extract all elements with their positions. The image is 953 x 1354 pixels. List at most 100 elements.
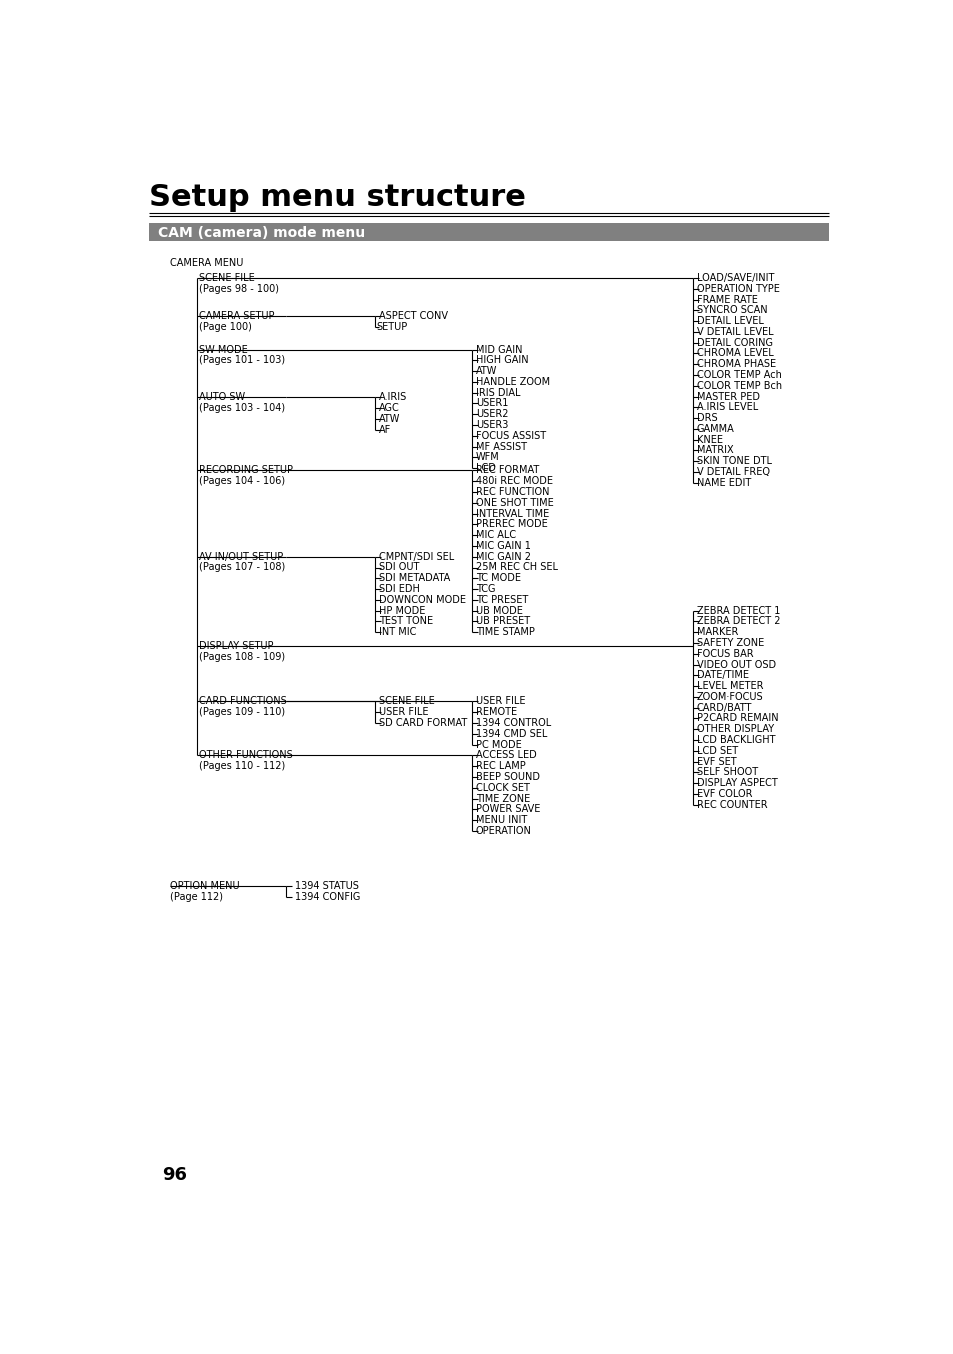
FancyBboxPatch shape [149, 222, 828, 241]
Text: AV IN/OUT SETUP: AV IN/OUT SETUP [199, 551, 283, 562]
Text: OTHER FUNCTIONS: OTHER FUNCTIONS [199, 750, 293, 761]
Text: MARKER: MARKER [696, 627, 738, 638]
Text: DETAIL LEVEL: DETAIL LEVEL [696, 315, 762, 326]
Text: (Pages 109 - 110): (Pages 109 - 110) [199, 707, 285, 718]
Text: DETAIL CORING: DETAIL CORING [696, 337, 772, 348]
Text: OPERATION TYPE: OPERATION TYPE [696, 284, 779, 294]
Text: USER1: USER1 [476, 398, 508, 409]
Text: 1394 STATUS: 1394 STATUS [294, 881, 358, 891]
Text: 25M REC CH SEL: 25M REC CH SEL [476, 562, 558, 573]
Text: GAMMA: GAMMA [696, 424, 734, 433]
Text: INTERVAL TIME: INTERVAL TIME [476, 509, 548, 519]
Text: SYNCRO SCAN: SYNCRO SCAN [696, 305, 766, 315]
Text: HP MODE: HP MODE [378, 605, 425, 616]
Text: OTHER DISPLAY: OTHER DISPLAY [696, 724, 773, 734]
Text: LCD BACKLIGHT: LCD BACKLIGHT [696, 735, 774, 745]
Text: SETUP: SETUP [376, 322, 407, 332]
Text: USER FILE: USER FILE [476, 696, 525, 707]
Text: TCG: TCG [476, 584, 495, 594]
Text: INT MIC: INT MIC [378, 627, 416, 638]
Text: P2CARD REMAIN: P2CARD REMAIN [696, 714, 778, 723]
Text: PC MODE: PC MODE [476, 739, 521, 750]
Text: ZEBRA DETECT 1: ZEBRA DETECT 1 [696, 605, 780, 616]
Text: AUTO SW: AUTO SW [199, 393, 245, 402]
Text: CLOCK SET: CLOCK SET [476, 783, 529, 792]
Text: (Page 100): (Page 100) [199, 322, 252, 332]
Text: ASPECT CONV: ASPECT CONV [378, 311, 447, 321]
Text: SW MODE: SW MODE [199, 344, 248, 355]
Text: REC LAMP: REC LAMP [476, 761, 525, 772]
Text: TC MODE: TC MODE [476, 573, 520, 584]
Text: SDI METADATA: SDI METADATA [378, 573, 450, 584]
Text: MIC GAIN 1: MIC GAIN 1 [476, 542, 530, 551]
Text: EVF SET: EVF SET [696, 757, 736, 766]
Text: (Pages 101 - 103): (Pages 101 - 103) [199, 355, 285, 366]
Text: CARD FUNCTIONS: CARD FUNCTIONS [199, 696, 287, 707]
Text: RECORDING SETUP: RECORDING SETUP [199, 466, 293, 475]
Text: CHROMA PHASE: CHROMA PHASE [696, 359, 775, 370]
Text: MIC GAIN 2: MIC GAIN 2 [476, 551, 530, 562]
Text: TIME STAMP: TIME STAMP [476, 627, 534, 638]
Text: ONE SHOT TIME: ONE SHOT TIME [476, 498, 553, 508]
Text: REC COUNTER: REC COUNTER [696, 800, 766, 810]
Text: USER FILE: USER FILE [378, 707, 428, 718]
Text: CARD/BATT: CARD/BATT [696, 703, 751, 712]
Text: DOWNCON MODE: DOWNCON MODE [378, 594, 465, 605]
Text: VIDEO OUT OSD: VIDEO OUT OSD [696, 659, 775, 669]
Text: Setup menu structure: Setup menu structure [149, 183, 525, 211]
Text: BEEP SOUND: BEEP SOUND [476, 772, 539, 783]
Text: SAFETY ZONE: SAFETY ZONE [696, 638, 763, 649]
Text: LOAD/SAVE/INIT: LOAD/SAVE/INIT [696, 274, 773, 283]
Text: CMPNT/SDI SEL: CMPNT/SDI SEL [378, 551, 454, 562]
Text: NAME EDIT: NAME EDIT [696, 478, 750, 487]
Text: HIGH GAIN: HIGH GAIN [476, 355, 528, 366]
Text: 480i REC MODE: 480i REC MODE [476, 477, 552, 486]
Text: UB PRESET: UB PRESET [476, 616, 529, 627]
Text: 1394 CONFIG: 1394 CONFIG [294, 892, 360, 902]
Text: ATW: ATW [378, 414, 400, 424]
Text: 1394 CONTROL: 1394 CONTROL [476, 718, 551, 728]
Text: MID GAIN: MID GAIN [476, 344, 521, 355]
Text: (Page 112): (Page 112) [170, 892, 222, 902]
Text: TEST TONE: TEST TONE [378, 616, 433, 627]
Text: SDI OUT: SDI OUT [378, 562, 418, 573]
Text: CAM (camera) mode menu: CAM (camera) mode menu [158, 226, 365, 240]
Text: PREREC MODE: PREREC MODE [476, 520, 547, 529]
Text: 1394 CMD SEL: 1394 CMD SEL [476, 728, 547, 739]
Text: 96: 96 [162, 1166, 187, 1183]
Text: AF: AF [378, 425, 391, 435]
Text: SDI EDH: SDI EDH [378, 584, 419, 594]
Text: REC FUNCTION: REC FUNCTION [476, 487, 549, 497]
Text: CHROMA LEVEL: CHROMA LEVEL [696, 348, 773, 359]
Text: LEVEL METER: LEVEL METER [696, 681, 762, 691]
Text: FOCUS BAR: FOCUS BAR [696, 649, 753, 659]
Text: AGC: AGC [378, 403, 399, 413]
Text: UB MODE: UB MODE [476, 605, 522, 616]
Text: MASTER PED: MASTER PED [696, 391, 759, 402]
Text: SCENE FILE: SCENE FILE [199, 274, 254, 283]
Text: COLOR TEMP Bch: COLOR TEMP Bch [696, 380, 781, 391]
Text: DISPLAY SETUP: DISPLAY SETUP [199, 640, 274, 651]
Text: LCD SET: LCD SET [696, 746, 737, 756]
Text: (Pages 108 - 109): (Pages 108 - 109) [199, 651, 285, 662]
Text: FRAME RATE: FRAME RATE [696, 295, 757, 305]
Text: (Pages 110 - 112): (Pages 110 - 112) [199, 761, 285, 772]
Text: DISPLAY ASPECT: DISPLAY ASPECT [696, 779, 777, 788]
Text: SELF SHOOT: SELF SHOOT [696, 768, 757, 777]
Text: COLOR TEMP Ach: COLOR TEMP Ach [696, 370, 781, 380]
Text: DATE/TIME: DATE/TIME [696, 670, 748, 680]
Text: ZEBRA DETECT 2: ZEBRA DETECT 2 [696, 616, 780, 627]
Text: (Pages 98 - 100): (Pages 98 - 100) [199, 284, 279, 294]
Text: WFM: WFM [476, 452, 499, 462]
Text: A.IRIS LEVEL: A.IRIS LEVEL [696, 402, 757, 413]
Text: IRIS DIAL: IRIS DIAL [476, 387, 519, 398]
Text: SKIN TONE DTL: SKIN TONE DTL [696, 456, 771, 466]
Text: (Pages 107 - 108): (Pages 107 - 108) [199, 562, 285, 573]
Text: ACCESS LED: ACCESS LED [476, 750, 536, 761]
Text: USER2: USER2 [476, 409, 508, 420]
Text: LCD: LCD [476, 463, 496, 473]
Text: V DETAIL FREQ: V DETAIL FREQ [696, 467, 769, 477]
Text: CAMERA MENU: CAMERA MENU [170, 257, 243, 268]
Text: TIME ZONE: TIME ZONE [476, 793, 530, 803]
Text: (Pages 104 - 106): (Pages 104 - 106) [199, 477, 285, 486]
